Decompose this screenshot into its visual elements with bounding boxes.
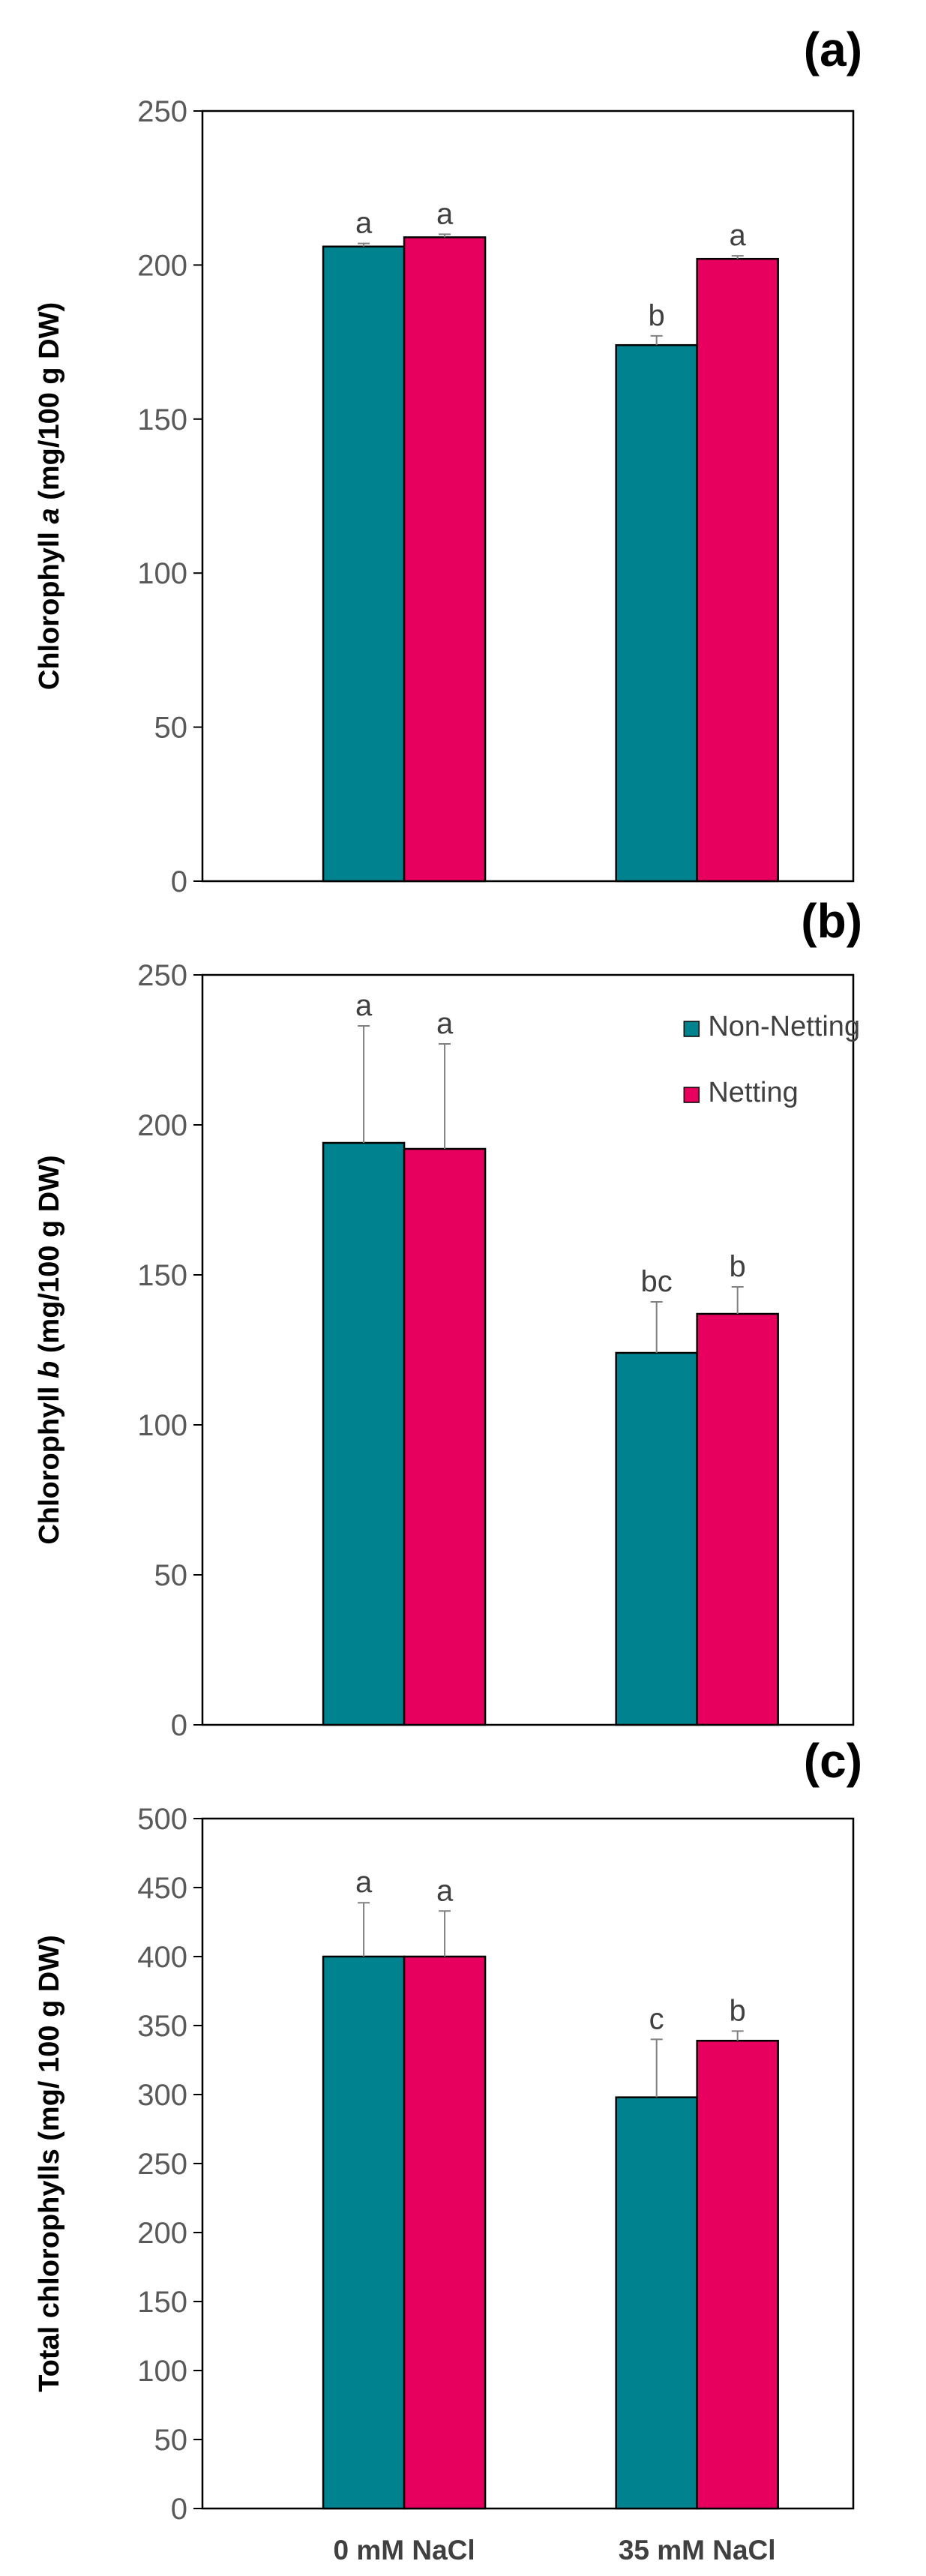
y-tick-label: 350 xyxy=(137,2010,187,2043)
bar xyxy=(615,343,698,883)
y-tick-label: 150 xyxy=(137,1259,187,1292)
x-category-label: 0 mM NaCl xyxy=(334,2535,475,2566)
y-tick-label: 100 xyxy=(137,1409,187,1442)
y-tick-label: 50 xyxy=(154,1559,188,1592)
y-tick-label: 150 xyxy=(137,2286,187,2319)
significance-letter: a xyxy=(436,1874,454,1907)
y-axis-title: Total chlorophylls (mg/ 100 g DW) xyxy=(34,1935,65,2392)
y-tick-label: 250 xyxy=(137,95,187,128)
y-tick-label: 500 xyxy=(137,1803,187,1836)
significance-letter: c xyxy=(649,2002,664,2035)
significance-letter: b xyxy=(649,299,665,332)
significance-letter: b xyxy=(730,1994,746,2027)
y-tick-label: 200 xyxy=(137,2217,187,2250)
legend-swatch xyxy=(683,1021,700,1037)
significance-letter: b xyxy=(730,1250,746,1283)
panel-label: (c) xyxy=(804,1734,862,1788)
legend-entry: Netting xyxy=(683,1077,799,1108)
chart-panel-3: 0 50 100 150 200 250 300 350 400 450 500 Total chlo… xyxy=(34,1734,862,2566)
significance-letter: a xyxy=(355,207,373,240)
significance-letter: a xyxy=(436,1007,454,1040)
legend-label: Netting xyxy=(708,1077,798,1108)
y-tick-label: 200 xyxy=(137,249,187,282)
bar xyxy=(403,236,487,883)
bar xyxy=(696,257,779,883)
x-category-label: 35 mM NaCl xyxy=(619,2535,776,2566)
y-tick-label: 0 xyxy=(171,1709,187,1742)
y-tick-label: 100 xyxy=(137,557,187,590)
y-tick-label: 300 xyxy=(137,2079,187,2112)
bar xyxy=(403,1147,487,1726)
y-tick-label: 250 xyxy=(137,2148,187,2181)
significance-letter: a xyxy=(355,1866,373,1899)
bar xyxy=(615,2096,698,2510)
bar xyxy=(696,2039,779,2510)
significance-letter: a xyxy=(730,219,747,252)
y-tick-label: 450 xyxy=(137,1872,187,1905)
y-tick-label: 200 xyxy=(137,1109,187,1142)
y-tick-label: 250 xyxy=(137,959,187,992)
bar xyxy=(322,1955,406,2510)
legend-swatch xyxy=(683,1087,700,1103)
y-axis-title: Chlorophyll b (mg/100 g DW) xyxy=(34,1155,65,1544)
y-tick-label: 150 xyxy=(137,403,187,436)
y-tick-label: 0 xyxy=(171,2493,187,2526)
y-tick-label: 50 xyxy=(154,2424,188,2457)
y-tick-label: 0 xyxy=(171,865,187,898)
legend-entry: Non-Netting xyxy=(683,1011,860,1042)
significance-letter: a xyxy=(355,989,373,1022)
plot-frame xyxy=(201,973,855,1726)
plot-frame xyxy=(201,109,855,883)
panel-label: (b) xyxy=(801,894,862,948)
bar xyxy=(615,1351,698,1726)
y-tick-label: 100 xyxy=(137,2355,187,2388)
y-axis-title: Chlorophyll a (mg/100 g DW) xyxy=(34,302,65,690)
bar xyxy=(403,1955,487,2510)
chart-panel-2: 0 50 100 150 200 250 Chlorophyll b (mg/100 g D… xyxy=(34,894,862,1742)
bar xyxy=(696,1312,779,1726)
chart-panel-1: 0 50 100 150 200 250 Chlorophyll a (mg/100 g D… xyxy=(34,22,862,898)
y-tick-label: 50 xyxy=(154,712,188,745)
bar xyxy=(322,245,406,883)
significance-letter: a xyxy=(436,197,454,230)
legend-label: Non-Netting xyxy=(708,1011,860,1042)
y-tick-label: 400 xyxy=(137,1941,187,1974)
bar xyxy=(322,1141,406,1726)
panel-label: (a) xyxy=(804,22,862,76)
significance-letter: bc xyxy=(641,1265,673,1298)
